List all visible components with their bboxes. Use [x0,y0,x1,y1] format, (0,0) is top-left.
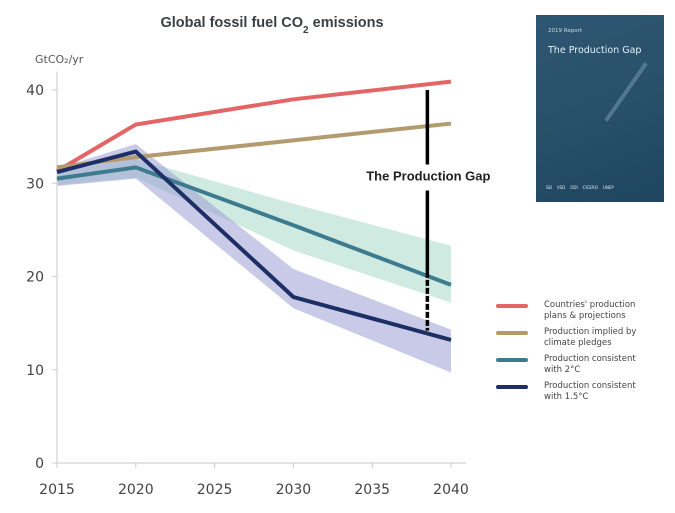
cover-logo: CICERO [582,185,598,190]
legend-swatch [496,358,528,362]
legend-item: Production implied by climate pledges [496,327,671,349]
x-tick-label: 2020 [118,482,154,498]
legend-label: Production consistent with 2°C [544,354,636,375]
cover-title: The Production Gap [548,45,642,56]
y-tick-label: 20 [26,270,44,286]
y-tick-label: 30 [26,176,44,192]
cover-year-label: 2019 Report [548,28,582,34]
x-tick-label: 2035 [354,482,390,498]
cover-logo: IISD [557,185,566,190]
legend-item: Production consistent with 1.5°C [496,381,671,403]
series-line-production-implied-by-climate-pledges [56,121,452,170]
legend-label: Countries' production plans & projection… [544,300,636,321]
uncertainty-band-production-consistent-with-2-c [57,159,451,303]
legend-label: Production consistent with 1.5°C [544,381,636,402]
x-tick-label: 2030 [276,482,312,498]
report-cover-image: 2019 Report The Production Gap SEI IISD OD… [536,15,664,202]
legend-label: Production implied by climate pledges [544,327,637,348]
y-tick-label: 40 [26,83,44,99]
legend-item: Production consistent with 2°C [496,354,671,376]
chart-title: Global fossil fuel CO2 emissions [160,15,383,36]
production-gap-label: The Production Gap [366,168,490,183]
legend-swatch [496,331,528,335]
series-line-production-consistent-with-2-c [56,165,452,287]
x-tick-label: 2025 [197,482,233,498]
legend-swatch [496,385,528,389]
cover-logo: SEI [546,185,553,190]
cover-logo: UNEP [602,185,614,190]
y-tick-label: 0 [35,456,44,472]
legend-item: Countries' production plans & projection… [496,300,671,322]
series-line-production-consistent-with-1-5-c [56,149,452,342]
series-line-countries-production-plans-projections [55,79,452,173]
cover-logos: SEI IISD ODI CICERO UNEP [546,185,614,190]
cover-logo: ODI [570,185,578,190]
legend: Countries' production plans & projection… [496,300,671,408]
x-tick-label: 2040 [433,482,469,498]
y-tick-label: 10 [26,363,44,379]
y-axis-label: GtCO₂/yr [35,53,84,66]
legend-swatch [496,304,528,308]
x-tick-label: 2015 [39,482,75,498]
cover-decoration [604,62,648,122]
